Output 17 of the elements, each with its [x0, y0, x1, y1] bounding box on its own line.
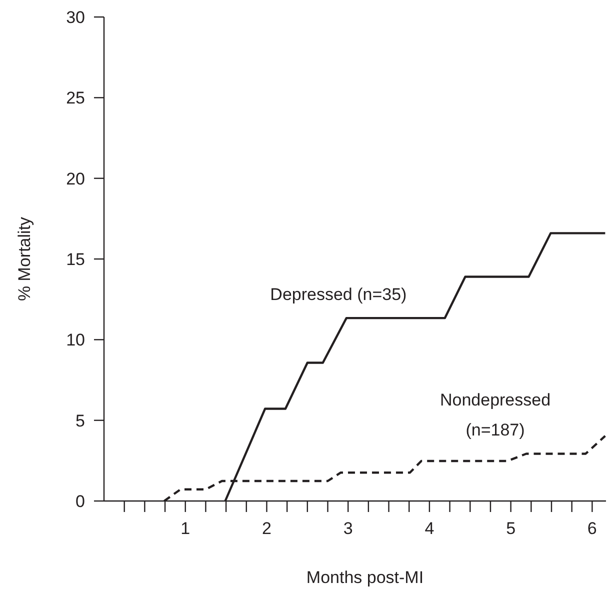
x-tick-label: 5: [506, 519, 516, 538]
x-tick-label: 2: [262, 519, 272, 538]
x-axis-title: Months post-MI: [306, 568, 424, 587]
x-tick-label: 4: [424, 519, 434, 538]
x-tick-label: 1: [180, 519, 190, 538]
y-tick-label: 5: [76, 411, 85, 430]
x-tick-label: 3: [343, 519, 353, 538]
series-label: Depressed (n=35): [270, 285, 407, 304]
y-tick-label: 10: [66, 330, 85, 350]
y-tick-label: 25: [66, 88, 85, 108]
y-axis-title: % Mortality: [15, 216, 34, 302]
y-tick-label: 0: [76, 492, 85, 511]
y-tick-label: 15: [66, 250, 85, 269]
y-tick-label: 30: [66, 8, 85, 27]
y-tick-label: 20: [66, 169, 85, 188]
x-tick-label: 6: [587, 519, 597, 538]
series-label: Nondepressed (n=187): [440, 390, 551, 440]
